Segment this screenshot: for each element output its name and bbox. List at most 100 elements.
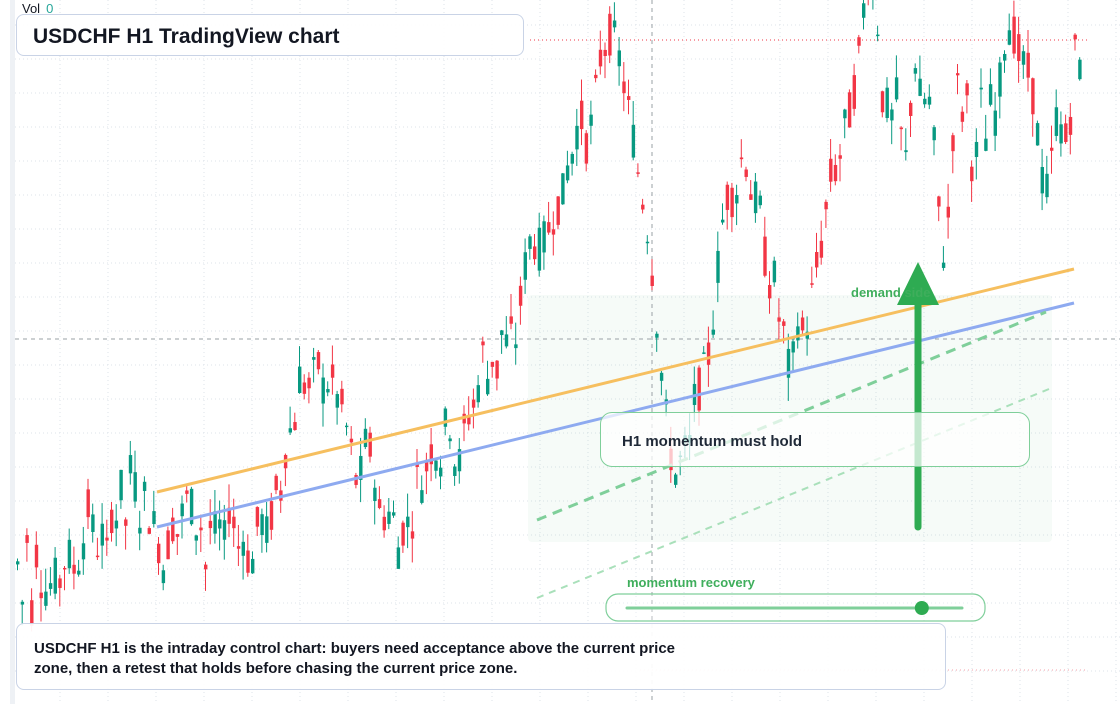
candle-up [974, 141, 979, 158]
candle-up [932, 127, 936, 141]
candle-up [439, 467, 443, 477]
candle-down [1050, 147, 1054, 151]
candle-down [946, 206, 950, 218]
candle-down [307, 377, 311, 389]
candle-down [316, 352, 321, 370]
candle-down [970, 166, 974, 182]
candle-up [335, 394, 339, 408]
volume-label: Vol [22, 1, 41, 16]
candle-up [998, 62, 1002, 97]
candle-up [523, 252, 527, 280]
up-arrow-icon [897, 262, 939, 305]
candle-down [899, 127, 903, 130]
description-box: USDCHF H1 is the intraday control chart:… [16, 623, 946, 690]
candle-up [396, 547, 401, 569]
candle-up [862, 3, 866, 18]
candle-down [382, 516, 386, 531]
candle-down [166, 530, 170, 560]
candle-up [1007, 30, 1012, 45]
candle-down [956, 73, 960, 76]
candle-down [185, 490, 189, 494]
candle-down [763, 236, 767, 276]
candle-up [537, 227, 542, 271]
candle-up [923, 98, 927, 105]
candle-down [467, 414, 471, 425]
candle-up [288, 428, 292, 433]
candle-up [392, 512, 396, 516]
candle-down [744, 169, 748, 177]
candle-down [1017, 34, 1021, 62]
candle-up [326, 389, 330, 393]
candle-down [1031, 78, 1035, 115]
candle-up [993, 110, 997, 136]
candle-up [128, 455, 133, 474]
chart-title: USDCHF H1 TradingView chart [33, 25, 340, 48]
candle-down [547, 222, 551, 233]
candle-down [824, 201, 828, 210]
candle-up [1003, 53, 1007, 61]
candle-down [777, 317, 781, 322]
candle-down [852, 75, 856, 109]
candle-down [622, 81, 626, 94]
candle-down [204, 564, 208, 570]
candle-up [142, 481, 147, 491]
candle-up [514, 344, 518, 349]
candle-down [829, 158, 833, 182]
candle-down [584, 133, 589, 164]
candle-down [833, 164, 838, 182]
candle-down [236, 546, 241, 549]
candle-down [199, 527, 203, 531]
candle-down [471, 399, 476, 408]
candle-down [847, 92, 852, 128]
candle-down [857, 37, 861, 46]
candle-down [810, 283, 814, 285]
candle-down [157, 543, 161, 564]
candle-down [410, 531, 415, 539]
candle-up [20, 601, 25, 605]
candle-up [260, 514, 264, 536]
candle-up [570, 153, 574, 164]
candle-down [1026, 52, 1030, 78]
candle-up [927, 96, 932, 105]
candle-up [133, 472, 137, 502]
candle-up [504, 334, 509, 347]
candle-down [171, 517, 175, 542]
candle-up [420, 490, 424, 503]
candle-up [1078, 59, 1082, 80]
candle-up [81, 543, 86, 560]
candle-up [434, 460, 438, 471]
candle-up [885, 87, 889, 118]
candle-down [495, 360, 499, 379]
candle-down [429, 444, 433, 465]
candle-up [589, 114, 593, 126]
candle-up [913, 68, 918, 74]
candle-up [265, 516, 269, 543]
momentum-slider-knob[interactable] [914, 601, 929, 615]
candle-down [86, 489, 90, 518]
candle-down [815, 251, 819, 268]
candle-down [340, 388, 344, 405]
candle-down [533, 246, 537, 260]
candle-up [542, 221, 546, 253]
title-box: USDCHF H1 TradingView chart [16, 14, 524, 56]
volume-legend: Vol 0 [22, 1, 53, 16]
candle-up [786, 348, 791, 378]
candle-down [1064, 123, 1068, 143]
candle-down [603, 49, 607, 57]
candle-up [387, 511, 391, 524]
candle-up [53, 557, 57, 594]
candle-up [1054, 107, 1059, 136]
candle-down [377, 499, 382, 508]
candle-up [561, 173, 565, 205]
candle-up [486, 378, 490, 395]
candle-down [1012, 16, 1016, 54]
candle-down [110, 509, 114, 534]
candle-down [608, 13, 612, 56]
candle-down [330, 364, 335, 378]
candle-up [67, 539, 72, 569]
candle-up [702, 352, 706, 354]
candle-up [735, 195, 739, 204]
callout-text: H1 momentum must hold [622, 433, 803, 450]
candle-down [481, 341, 485, 346]
